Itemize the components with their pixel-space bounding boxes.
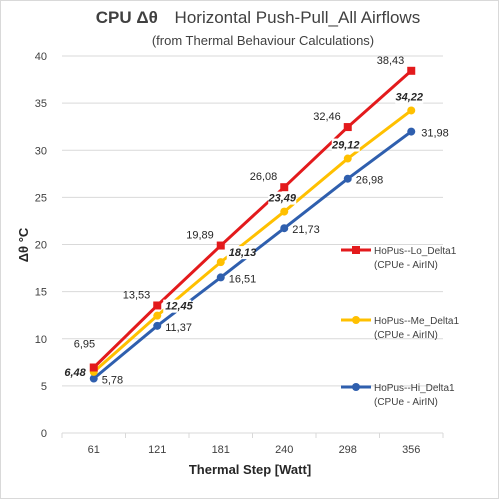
- legend-label-me: HoPus--Me_Delta1: [374, 316, 459, 327]
- data-point-me: [153, 311, 162, 320]
- data-label-hi: 11,37: [165, 322, 192, 334]
- legend-label-lo: HoPus--Lo_Delta1: [374, 246, 457, 257]
- legend-marker-lo: [352, 246, 360, 254]
- y-axis-ticks: 0 5 10 15 20 25 30 35 40: [35, 51, 47, 440]
- y-tick-label: 5: [41, 381, 47, 393]
- data-label-me: 23,49: [267, 193, 296, 205]
- y-tick-label: 35: [35, 98, 47, 110]
- series-line-lo: [92, 69, 413, 369]
- y-tick-label: 30: [35, 145, 47, 157]
- data-label-lo: 13,53: [123, 289, 151, 301]
- legend: HoPus--Lo_Delta1 (CPUe - AirIN) HoPus--Me_…: [341, 246, 459, 408]
- legend-marker-hi: [352, 383, 360, 391]
- legend-sublabel-lo: (CPUe - AirIN): [374, 260, 438, 271]
- data-label-bg: [163, 299, 192, 313]
- x-axis-title: Thermal Step [Watt]: [189, 462, 311, 477]
- data-label-bg: [395, 90, 424, 104]
- x-tick-label: 240: [275, 444, 293, 456]
- data-label-me: 6,48: [64, 367, 86, 379]
- data-point-hi: [280, 224, 289, 233]
- data-point-hi: [216, 273, 225, 282]
- data-label-lo: 6,95: [74, 338, 95, 350]
- data-label-me: 12,45: [165, 301, 193, 313]
- chart-title: CPU Δθ Horizontal Push-Pull_All Airflows: [96, 8, 420, 27]
- y-tick-label: 40: [35, 51, 47, 63]
- legend-label-hi: HoPus--Hi_Delta1: [374, 383, 455, 394]
- data-label-hi: 31,98: [421, 128, 449, 140]
- legend-sublabel-hi: (CPUe - AirIN): [374, 397, 438, 408]
- series-lines: [89, 66, 416, 383]
- data-point-hi: [407, 127, 416, 136]
- data-label-me: 34,22: [395, 91, 423, 103]
- data-label-bg: [226, 246, 255, 260]
- data-label-me: 18,13: [229, 247, 257, 259]
- data-label-lo: 38,43: [377, 55, 405, 67]
- data-point-me: [343, 154, 352, 163]
- series-line-me: [92, 109, 413, 374]
- chart-title-rest: Horizontal Push-Pull_All Airflows: [175, 8, 421, 27]
- x-axis-ticks: 61 121 181 240 298 356: [61, 433, 444, 456]
- legend-marker-me: [352, 316, 360, 324]
- data-point-me: [407, 106, 416, 115]
- y-tick-label: 25: [35, 192, 47, 204]
- data-label-lo: 19,89: [186, 230, 214, 242]
- data-point-me: [216, 258, 225, 267]
- data-point-hi: [89, 374, 98, 383]
- y-tick-label: 20: [35, 240, 47, 252]
- data-point-lo: [407, 66, 416, 75]
- x-tick-label: 181: [212, 444, 230, 456]
- x-tick-label: 356: [402, 444, 420, 456]
- data-labels: 6,95 13,53 19,89 26,08 32,46 38,43 6,48 12,45 18…: [64, 55, 448, 387]
- data-label-lo: 32,46: [313, 111, 341, 123]
- y-tick-label: 0: [41, 428, 47, 440]
- data-label-hi: 5,78: [102, 375, 123, 387]
- data-label-me: 29,12: [331, 140, 360, 152]
- y-tick-label: 15: [35, 287, 47, 299]
- x-tick-label: 298: [339, 444, 357, 456]
- x-tick-label: 61: [88, 444, 100, 456]
- data-point-lo: [153, 301, 162, 310]
- data-point-hi: [153, 321, 162, 330]
- data-point-lo: [343, 123, 352, 132]
- data-label-hi: 21,73: [292, 224, 320, 236]
- y-axis-title: Δθ °C: [16, 227, 31, 262]
- data-label-bg: [268, 191, 297, 205]
- chart-subtitle: (from Thermal Behaviour Calculations): [152, 33, 374, 48]
- data-point-lo: [280, 183, 289, 192]
- data-label-hi: 26,98: [356, 175, 384, 187]
- data-label-hi: 16,51: [229, 273, 257, 285]
- data-point-me: [280, 207, 289, 216]
- data-point-hi: [343, 174, 352, 183]
- data-point-lo: [89, 363, 98, 372]
- x-tick-label: 121: [148, 444, 166, 456]
- data-point-lo: [216, 241, 225, 250]
- chart-title-prefix: CPU Δθ: [96, 8, 158, 27]
- legend-sublabel-me: (CPUe - AirIN): [374, 330, 438, 341]
- data-label-lo: 26,08: [250, 171, 278, 183]
- data-label-bg: [331, 138, 360, 152]
- y-tick-label: 10: [35, 334, 47, 346]
